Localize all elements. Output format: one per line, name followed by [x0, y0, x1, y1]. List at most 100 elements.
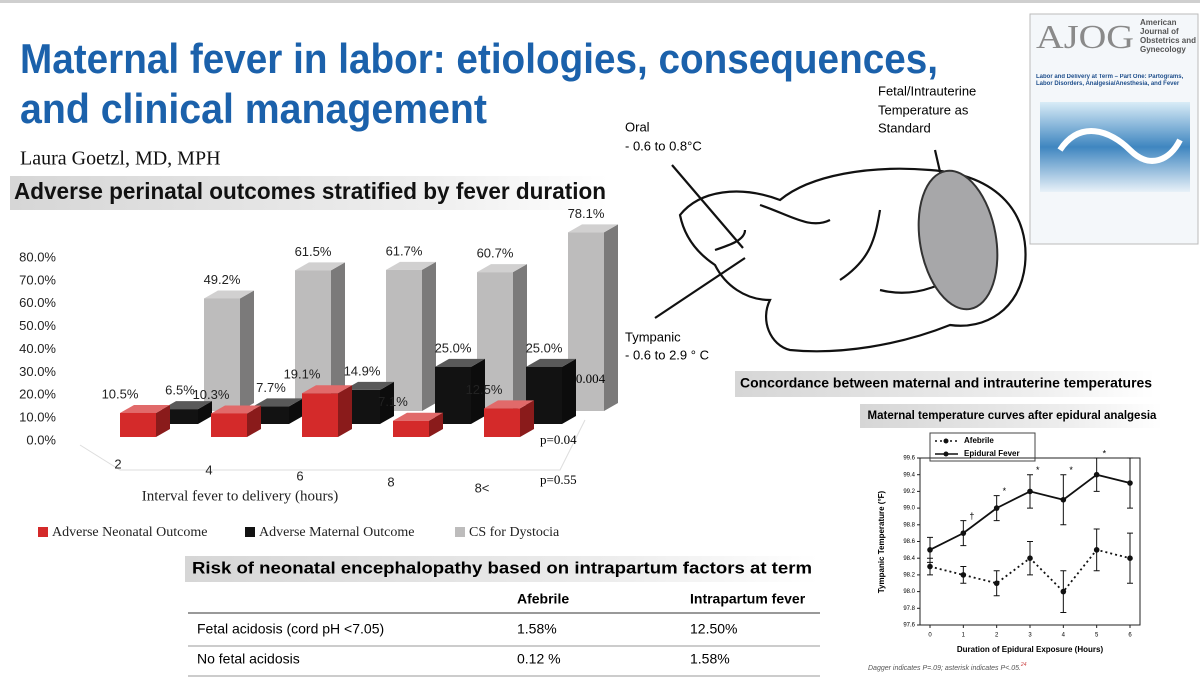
diagram-label: Fetal/Intrauterine: [878, 83, 976, 98]
value-label: 78.1%: [568, 206, 605, 221]
table-cell: 1.58%: [517, 621, 557, 637]
bar-side: [604, 224, 618, 411]
bar: [211, 413, 247, 437]
y-tick-label: 99.0: [903, 506, 915, 512]
bar: [253, 406, 289, 424]
x-tick-label: 6: [296, 468, 303, 483]
bar-top: [393, 412, 443, 421]
bar-top: [211, 405, 261, 414]
column-header: Intrapartum fever: [690, 591, 806, 607]
cover-headline: Labor and Delivery at Term – Part One: P…: [1036, 74, 1184, 87]
point: [960, 572, 967, 578]
bar-top: [386, 261, 436, 270]
bar-side: [338, 385, 352, 437]
y-tick-label: 99.4: [903, 472, 915, 478]
bar-top: [253, 398, 303, 407]
top-border: [0, 0, 1200, 3]
y-tick-label: 80.0%: [19, 249, 56, 264]
bar: [162, 409, 198, 424]
legend-label: Adverse Neonatal Outcome: [52, 525, 208, 540]
x-axis-label: Duration of Epidural Exposure (Hours): [957, 645, 1104, 654]
value-label: 60.7%: [477, 246, 514, 261]
legend-swatch: [455, 527, 465, 537]
significance-marker: †: [969, 511, 974, 521]
bar-side: [429, 412, 443, 437]
significance-marker: *: [1036, 465, 1040, 475]
slide-title: and clinical management: [20, 85, 487, 132]
value-label: 61.7%: [386, 243, 423, 258]
section-band: [860, 404, 1162, 428]
value-label: 10.3%: [193, 387, 230, 402]
bar-side: [198, 401, 212, 424]
row-label: Fetal acidosis (cord pH <7.05): [197, 621, 384, 637]
bar-top: [435, 358, 485, 367]
footnote: Dagger indicates P=.09; asterisk indicat…: [868, 662, 1027, 672]
legend-swatch: [38, 527, 48, 537]
bar-top: [477, 264, 527, 273]
point: [993, 505, 1000, 511]
y-tick-label: 98.2: [903, 572, 915, 578]
x-tick-label: 8<: [475, 480, 490, 495]
significance-marker: *: [1103, 448, 1107, 458]
bar-side: [289, 398, 303, 424]
p-value: p=0.04: [540, 432, 577, 447]
y-tick-label: 30.0%: [19, 364, 56, 379]
cover-headline-box: Labor and Delivery at Term – Part One: P…: [1036, 74, 1184, 87]
bar-top: [204, 290, 254, 299]
cover-art: [1057, 128, 1183, 164]
legend-point: [943, 451, 949, 457]
diagram-label: - 0.6 to 0.8°C: [625, 138, 702, 153]
section-title: Adverse perinatal outcomes stratified by…: [14, 178, 606, 204]
y-tick-label: 0.0%: [26, 432, 56, 447]
x-tick-label: 1: [962, 633, 966, 639]
bar-top: [344, 381, 394, 390]
legend-frame: [929, 432, 1036, 462]
y-tick-label: 10.0%: [19, 410, 56, 425]
x-tick-label: 4: [205, 462, 212, 477]
value-label: 25.0%: [526, 340, 563, 355]
y-axis-label: Tympanic Temperature (°F): [877, 490, 886, 593]
point: [1093, 471, 1100, 478]
legend-point: [943, 438, 949, 444]
x-tick-label: 5: [1095, 633, 1099, 639]
y-tick-label: 70.0%: [19, 272, 56, 287]
bar-side: [562, 358, 576, 424]
table-title: Risk of neonatal encephalopathy based on…: [192, 558, 812, 577]
section-band: [10, 176, 608, 210]
y-tick-label: 98.4: [903, 556, 915, 562]
value-label: 12.5%: [466, 382, 503, 397]
p-value: p=0.55: [540, 472, 577, 487]
column-header: Afebrile: [517, 591, 569, 607]
value-label: 6.5%: [165, 383, 195, 398]
point: [993, 580, 1000, 587]
bar-top: [526, 358, 576, 367]
y-tick-label: 97.6: [903, 623, 915, 629]
uterus: [917, 169, 999, 311]
footnote-ref: 24: [1020, 662, 1027, 668]
bar-side: [331, 262, 345, 411]
legend-label: Adverse Maternal Outcome: [259, 525, 415, 540]
section-band: [735, 371, 1155, 397]
point: [1127, 480, 1133, 486]
footnote-text: Dagger indicates P=.09; asterisk indicat…: [868, 665, 1021, 672]
point: [1027, 555, 1033, 561]
bar-top: [120, 404, 170, 413]
bar-side: [513, 264, 527, 411]
x-tick-label: 8: [387, 474, 394, 489]
bar: [120, 412, 156, 437]
y-tick-label: 97.8: [903, 606, 915, 612]
bar: [302, 393, 338, 437]
row-label: No fetal acidosis: [197, 651, 300, 667]
bar-side: [422, 261, 436, 411]
x-tick-label: 2: [114, 456, 121, 471]
bar: [204, 298, 240, 411]
y-tick-label: 99.6: [903, 456, 915, 462]
y-tick-label: 60.0%: [19, 295, 56, 310]
floor: [79, 419, 586, 471]
x-axis-label: Interval fever to delivery (hours): [142, 488, 339, 504]
author: Laura Goetzl, MD, MPH: [20, 148, 221, 170]
value-label: 61.5%: [295, 244, 332, 259]
value-label: 25.0%: [435, 340, 472, 355]
y-tick-label: 99.2: [903, 489, 915, 495]
